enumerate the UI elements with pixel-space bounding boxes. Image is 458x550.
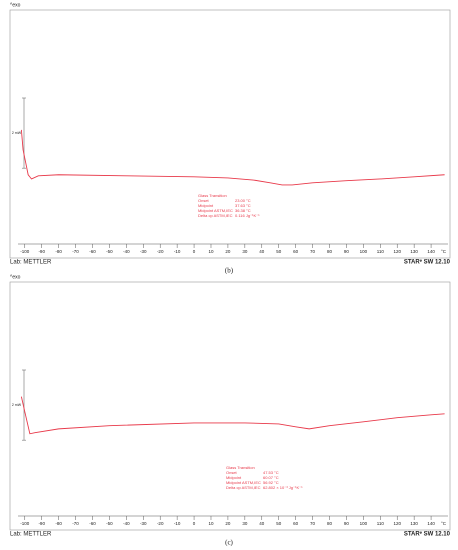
annotation-label: Onset <box>226 470 238 475</box>
x-tick-label: -80 <box>55 521 62 526</box>
lab-label: Lab: METTLER <box>10 532 52 538</box>
annotation-label: Delta cp ASTM,IEC <box>198 213 233 218</box>
annotation-label: Midpoint <box>226 475 242 480</box>
x-tick-label: -10 <box>174 249 181 254</box>
x-tick-label: 70 <box>310 521 316 526</box>
x-tick-label: 0 <box>193 249 196 254</box>
x-tick-label: -50 <box>106 249 113 254</box>
x-tick-label: -40 <box>123 249 130 254</box>
software-label: STARᵉ SW 12.10 <box>404 532 451 538</box>
x-tick-label: 130 <box>410 521 418 526</box>
annotation-label: Onset <box>198 198 210 203</box>
caption: (c) <box>225 539 233 547</box>
x-tick-label: 60 <box>293 249 299 254</box>
x-tick-label: -20 <box>157 521 164 526</box>
annotation-title: Glass Transition <box>198 193 227 198</box>
annotation-value: 62.802 × 10⁻³ Jg⁻¹K⁻¹ <box>263 485 303 490</box>
x-tick-label: 110 <box>377 249 385 254</box>
x-tick-label: -100 <box>20 249 30 254</box>
annotation-value: 60.07 °C <box>263 475 279 480</box>
x-tick-label: -40 <box>123 521 130 526</box>
scale-bar-label: 2 mW <box>12 403 22 407</box>
x-tick-label: 90 <box>344 521 350 526</box>
x-tick-label: 130 <box>410 249 418 254</box>
x-tick-label: 40 <box>259 249 265 254</box>
annotation-value: 36.38 °C <box>235 208 251 213</box>
annotation-value: 23.00 °C <box>235 198 251 203</box>
exo-label: ^exo <box>10 2 21 8</box>
x-tick-label: 30 <box>242 249 248 254</box>
scale-bar-label: 2 mW <box>12 131 22 135</box>
x-tick-label: 80 <box>327 249 333 254</box>
x-tick-label: 0 <box>193 521 196 526</box>
x-tick-label: -100 <box>20 521 30 526</box>
annotation-label: Delta cp ASTM,IEC <box>226 485 261 490</box>
x-unit: °C <box>441 521 447 526</box>
x-tick-label: 20 <box>225 521 231 526</box>
x-tick-label: 120 <box>393 521 401 526</box>
x-tick-label: 140 <box>427 521 435 526</box>
x-tick-label: 110 <box>377 521 385 526</box>
x-tick-label: 40 <box>259 521 265 526</box>
annotation-value: 37.63 °C <box>235 203 251 208</box>
x-tick-label: 10 <box>208 249 214 254</box>
x-tick-label: -90 <box>38 249 45 254</box>
x-tick-label: 60 <box>293 521 299 526</box>
dsc-curve <box>20 396 445 435</box>
x-tick-label: 20 <box>225 249 231 254</box>
x-tick-label: 80 <box>327 521 333 526</box>
x-tick-label: 50 <box>276 521 282 526</box>
x-tick-label: 70 <box>310 249 316 254</box>
annotation-title: Glass Transition <box>226 465 255 470</box>
x-tick-label: 140 <box>427 249 435 254</box>
x-unit: °C <box>441 249 447 254</box>
dsc-curve <box>20 129 445 186</box>
x-tick-label: 100 <box>360 249 368 254</box>
x-tick-label: 10 <box>208 521 214 526</box>
x-tick-label: -80 <box>55 249 62 254</box>
frame <box>9 281 451 531</box>
annotation-label: Midpoint <box>198 203 214 208</box>
x-tick-label: -60 <box>89 521 96 526</box>
software-label: STARᵉ SW 12.10 <box>404 260 451 266</box>
x-tick-label: -10 <box>174 521 181 526</box>
x-tick-label: 100 <box>360 521 368 526</box>
annotation-value: 56.92 °C <box>263 480 279 485</box>
caption: (b) <box>225 267 234 275</box>
x-tick-label: -50 <box>106 521 113 526</box>
annotation-label: Midpoint ASTM,IEC <box>198 208 233 213</box>
x-tick-label: -70 <box>72 521 79 526</box>
annotation-value: 47.53 °C <box>263 470 279 475</box>
x-tick-label: -90 <box>38 521 45 526</box>
x-tick-label: 30 <box>242 521 248 526</box>
annotation-label: Midpoint ASTM,IEC <box>226 480 261 485</box>
annotation-value: 0.116 Jg⁻¹K⁻¹ <box>235 213 260 218</box>
x-tick-label: -30 <box>140 249 147 254</box>
lab-label: Lab: METTLER <box>10 260 52 266</box>
x-tick-label: -30 <box>140 521 147 526</box>
exo-label: ^exo <box>10 274 21 280</box>
x-tick-label: 90 <box>344 249 350 254</box>
x-tick-label: 50 <box>276 249 282 254</box>
x-tick-label: -70 <box>72 249 79 254</box>
x-tick-label: -60 <box>89 249 96 254</box>
x-tick-label: -20 <box>157 249 164 254</box>
frame <box>9 9 451 259</box>
x-tick-label: 120 <box>393 249 401 254</box>
